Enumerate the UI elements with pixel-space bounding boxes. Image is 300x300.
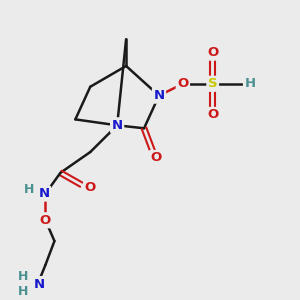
Text: H: H xyxy=(244,77,256,90)
Text: O: O xyxy=(85,181,96,194)
Text: H: H xyxy=(24,183,34,196)
Text: O: O xyxy=(207,46,218,59)
Text: N: N xyxy=(38,187,50,200)
Text: N: N xyxy=(34,278,45,291)
Text: S: S xyxy=(208,77,218,90)
Text: O: O xyxy=(177,77,188,90)
Text: N: N xyxy=(112,119,123,132)
Text: H: H xyxy=(18,285,28,298)
Text: H: H xyxy=(18,270,28,283)
Text: O: O xyxy=(207,108,218,122)
Text: N: N xyxy=(153,89,164,102)
Text: O: O xyxy=(150,152,162,164)
Text: O: O xyxy=(40,214,51,227)
